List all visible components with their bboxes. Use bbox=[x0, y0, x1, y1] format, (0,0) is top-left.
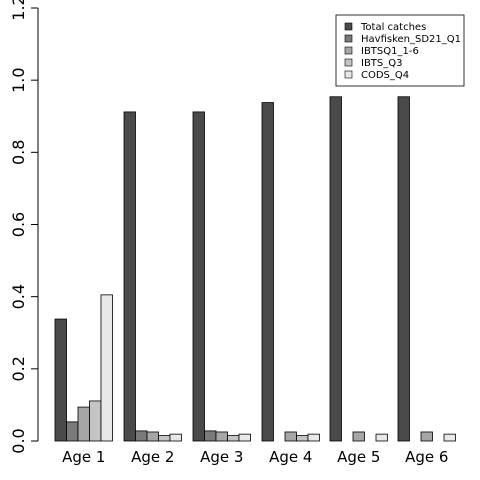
bar bbox=[215, 431, 228, 442]
x-category-label: Age 4 bbox=[269, 448, 312, 466]
bar bbox=[375, 433, 388, 442]
y-tick-label: 0.8 bbox=[9, 140, 28, 165]
legend-swatch bbox=[344, 34, 353, 43]
legend-swatch bbox=[344, 46, 353, 55]
bar bbox=[146, 431, 159, 442]
bar bbox=[123, 111, 136, 442]
legend-label: IBTSQ1_1-6 bbox=[361, 46, 419, 57]
bar bbox=[89, 400, 102, 442]
legend-items: Total catchesHavfisken_SD21_Q1IBTSQ1_1-6… bbox=[344, 22, 461, 81]
bar bbox=[420, 431, 433, 442]
y-axis-ticks: 0.0 0.2 0.4 0.6 0.8 1.0 1.2 bbox=[9, 0, 38, 454]
bar bbox=[307, 433, 320, 442]
bar bbox=[261, 102, 274, 442]
x-category-label: Age 3 bbox=[200, 448, 243, 466]
legend-swatch bbox=[344, 22, 353, 31]
y-tick-label: 1.0 bbox=[9, 67, 28, 92]
y-tick-label: 0.6 bbox=[9, 212, 28, 237]
bar bbox=[54, 318, 67, 442]
bars-group bbox=[54, 96, 456, 442]
x-category-labels: Age 1 Age 2 Age 3 Age 4 Age 5 Age 6 bbox=[62, 448, 448, 466]
x-category-label: Age 2 bbox=[131, 448, 174, 466]
y-tick-label: 0.0 bbox=[9, 428, 28, 453]
bar bbox=[158, 435, 171, 442]
legend-label: Havfisken_SD21_Q1 bbox=[361, 34, 461, 45]
y-tick-label: 0.4 bbox=[9, 284, 28, 309]
bar bbox=[192, 111, 205, 442]
y-tick-label: 1.2 bbox=[9, 0, 28, 21]
bar bbox=[100, 294, 113, 442]
bar bbox=[397, 96, 410, 442]
legend-label: Total catches bbox=[360, 22, 426, 33]
bar bbox=[227, 435, 240, 442]
legend-box bbox=[335, 14, 465, 87]
bar bbox=[135, 430, 148, 442]
x-category-label: Age 5 bbox=[337, 448, 380, 466]
legend-label: CODS_Q4 bbox=[361, 70, 409, 81]
bar bbox=[238, 433, 251, 442]
x-category-label: Age 6 bbox=[405, 448, 448, 466]
bar bbox=[169, 433, 182, 442]
bar bbox=[296, 435, 309, 442]
bar bbox=[77, 406, 90, 442]
y-tick-label: 0.2 bbox=[9, 356, 28, 381]
legend-swatch bbox=[344, 58, 353, 67]
legend-label: IBTS_Q3 bbox=[361, 58, 403, 69]
bar bbox=[352, 431, 365, 442]
x-category-label: Age 1 bbox=[62, 448, 105, 466]
bar bbox=[204, 430, 217, 442]
bar bbox=[443, 433, 456, 442]
bar bbox=[329, 96, 342, 442]
legend-swatch bbox=[344, 70, 353, 79]
legend: Total catchesHavfisken_SD21_Q1IBTSQ1_1-6… bbox=[335, 14, 465, 87]
bar bbox=[66, 421, 79, 442]
bar bbox=[284, 431, 297, 442]
